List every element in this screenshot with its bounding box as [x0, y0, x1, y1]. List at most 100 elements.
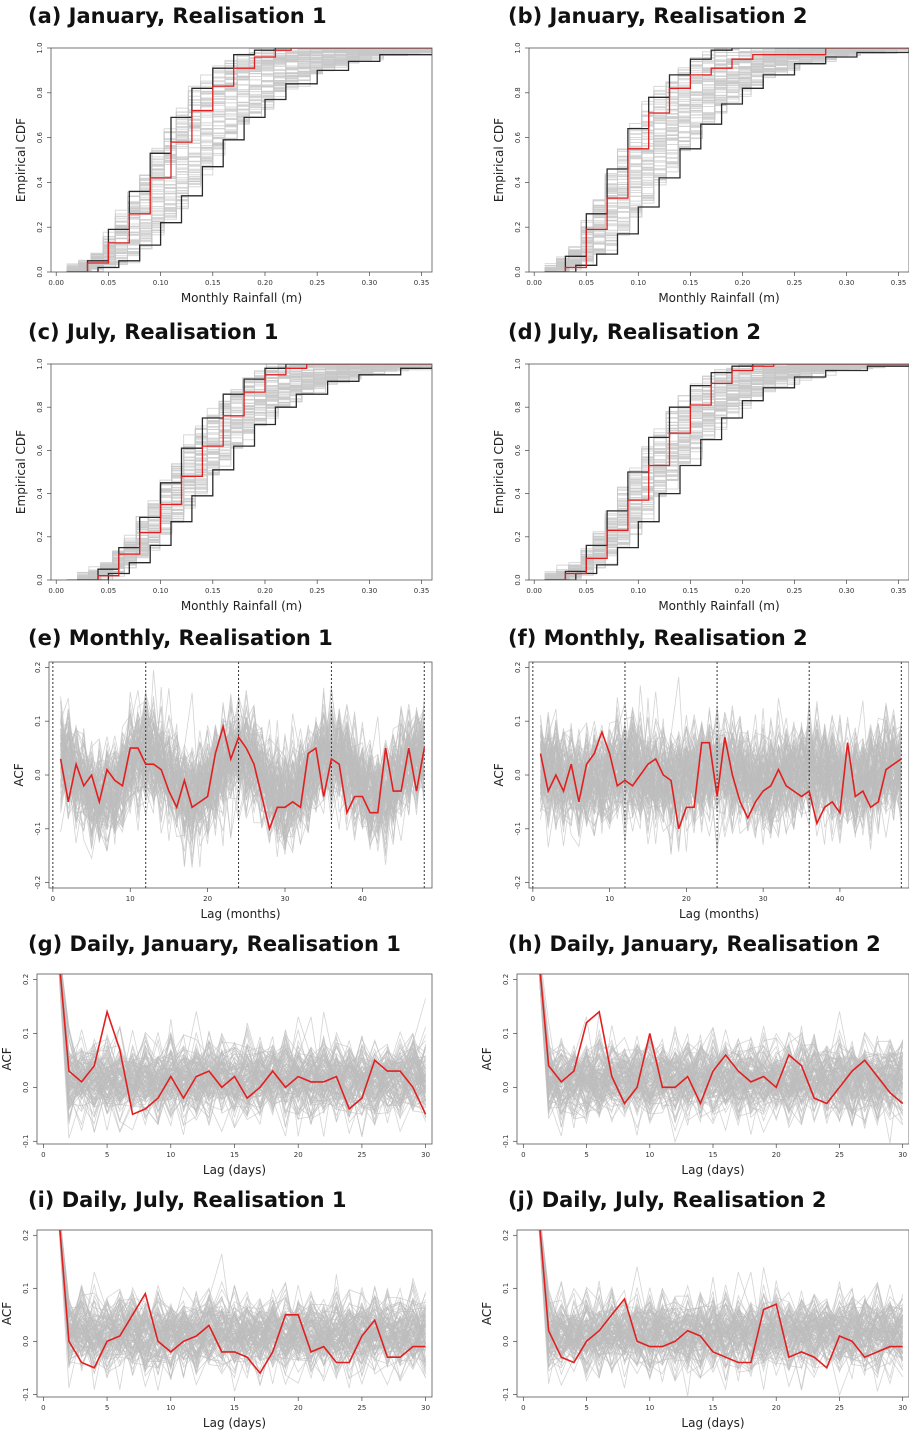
ensemble-line: [59, 1230, 426, 1386]
y-axis-label: Empirical CDF: [14, 118, 28, 202]
ensemble-line: [59, 974, 426, 1117]
x-tick-label: 0.35: [891, 279, 907, 287]
y-tick-label: -0.1: [514, 822, 522, 836]
x-tick-label: 20: [203, 895, 212, 903]
y-tick-label: 0.2: [22, 974, 30, 985]
x-tick-label: 5: [584, 1404, 588, 1412]
y-tick-label: 0.0: [34, 769, 42, 780]
panel-i: (i) Daily, July, Realisation 1 0 5 10 15 20 2…: [0, 1188, 433, 1440]
y-axis-label: ACF: [0, 1302, 14, 1325]
chart-i: 0 5 10 15 20 25 30 -0.1 0.0 0.1 0.2 Lag (days) ACF: [0, 1229, 433, 1430]
observed-series-line: [59, 1230, 426, 1375]
x-tick-label: 0.35: [891, 587, 907, 595]
x-tick-label: 0.00: [48, 587, 64, 595]
y-tick-label: 0.2: [514, 222, 522, 233]
y-tick-label: 0.0: [22, 1082, 30, 1093]
x-tick-label: 25: [357, 1404, 366, 1412]
ensemble-line: [539, 974, 904, 1104]
y-tick-label: 0.1: [22, 1283, 30, 1294]
ensemble-line: [60, 1230, 426, 1373]
panel-e: (e) Monthly, Realisation 1 0 10 20 30 40 -0.2…: [6, 626, 433, 931]
ensemble-line: [59, 1230, 426, 1367]
observed-series-line: [544, 48, 909, 272]
x-tick-label: 0.10: [153, 279, 169, 287]
ensemble-line: [544, 364, 909, 574]
panel-h: (h) Daily, January, Realisation 2 0 5 10 15…: [480, 932, 909, 1187]
ensemble-line: [539, 974, 904, 1134]
x-tick-label: 20: [772, 1404, 781, 1412]
y-tick-label: 0.0: [22, 1336, 30, 1347]
panel-title: (c) July, Realisation 1: [28, 320, 279, 344]
y-tick-label: 0.2: [514, 531, 522, 542]
observed-series-line: [539, 1230, 903, 1370]
panel-b: (b) January, Realisation 2 0.00 0.05 0.10 0…: [486, 4, 909, 316]
x-tick-label: 30: [421, 1151, 430, 1159]
y-tick-label: -0.1: [502, 1388, 510, 1402]
ensemble-lines: [58, 1230, 426, 1392]
panel-g: (g) Daily, January, Realisation 1 0 5 10 15…: [0, 932, 433, 1187]
x-tick-label: 0.35: [414, 587, 430, 595]
panel-d: (d) July, Realisation 2 0.00 0.05 0.10 0.15…: [486, 320, 909, 625]
x-tick-label: 30: [421, 1404, 430, 1412]
ensemble-line: [59, 974, 426, 1116]
ensemble-line: [59, 974, 426, 1131]
x-tick-label: 0.35: [414, 279, 430, 287]
panel-title: (b) January, Realisation 2: [508, 4, 808, 28]
x-axis-label: Monthly Rainfall (m): [181, 291, 302, 305]
x-tick-label: 0.25: [309, 587, 325, 595]
y-tick-label: -0.1: [22, 1134, 30, 1148]
ensemble-line: [59, 974, 426, 1112]
ensemble-line: [60, 687, 425, 849]
x-tick-label: 5: [584, 1151, 588, 1159]
ensemble-line: [59, 974, 426, 1134]
ensemble-line: [540, 723, 902, 845]
y-tick-label: 0.2: [502, 974, 510, 985]
y-tick-label: 1.0: [36, 358, 44, 369]
x-tick-label: 0.05: [101, 587, 117, 595]
y-tick-label: -0.1: [22, 1388, 30, 1402]
x-tick-label: 0.00: [526, 587, 542, 595]
y-tick-label: 0.6: [514, 444, 522, 456]
y-tick-label: 0.0: [502, 1336, 510, 1347]
ensemble-line: [539, 974, 904, 1132]
x-axis-label: Monthly Rainfall (m): [181, 599, 302, 613]
ensemble-line: [77, 364, 432, 580]
y-axis-label: ACF: [480, 1302, 494, 1325]
panel-f: (f) Monthly, Realisation 2 0 10 20 30 40 -0.2…: [486, 626, 909, 931]
ensemble-line: [60, 1230, 426, 1375]
x-tick-label: 0: [51, 895, 55, 903]
lower-series-line: [77, 366, 432, 580]
x-tick-label: 10: [645, 1404, 654, 1412]
x-axis-label: Monthly Rainfall (m): [658, 291, 779, 305]
x-tick-label: 0.05: [578, 587, 594, 595]
ensemble-line: [539, 974, 904, 1108]
ensemble-line: [59, 974, 426, 1117]
observed-series-line: [66, 48, 432, 272]
x-tick-label: 0.10: [153, 587, 169, 595]
x-tick-label: 20: [682, 895, 691, 903]
observed-series-line: [66, 364, 432, 580]
ensemble-lines: [66, 48, 432, 272]
y-tick-label: 0.2: [514, 662, 522, 673]
x-axis-label: Lag (days): [203, 1416, 266, 1430]
ensemble-line: [544, 48, 909, 272]
x-tick-label: 15: [709, 1404, 718, 1412]
x-tick-label: 15: [709, 1151, 718, 1159]
panel-title: (j) Daily, July, Realisation 2: [508, 1188, 827, 1212]
x-tick-label: 0.20: [257, 279, 273, 287]
panel-title: (f) Monthly, Realisation 2: [508, 626, 808, 650]
panel-title: (e) Monthly, Realisation 1: [28, 626, 333, 650]
y-tick-label: -0.2: [34, 876, 42, 890]
y-axis-label: ACF: [480, 1047, 494, 1070]
y-tick-label: 0.0: [514, 574, 522, 585]
y-tick-label: 0.6: [36, 131, 44, 143]
x-tick-label: 30: [281, 895, 290, 903]
x-tick-label: 0.05: [578, 279, 594, 287]
ensemble-line: [544, 364, 909, 579]
x-tick-label: 0: [521, 1404, 525, 1412]
x-tick-label: 30: [898, 1151, 907, 1159]
x-axis-label: Lag (days): [681, 1163, 744, 1177]
ensemble-line: [540, 718, 902, 851]
x-tick-label: 0.10: [631, 587, 647, 595]
y-tick-label: 0.0: [502, 1082, 510, 1093]
